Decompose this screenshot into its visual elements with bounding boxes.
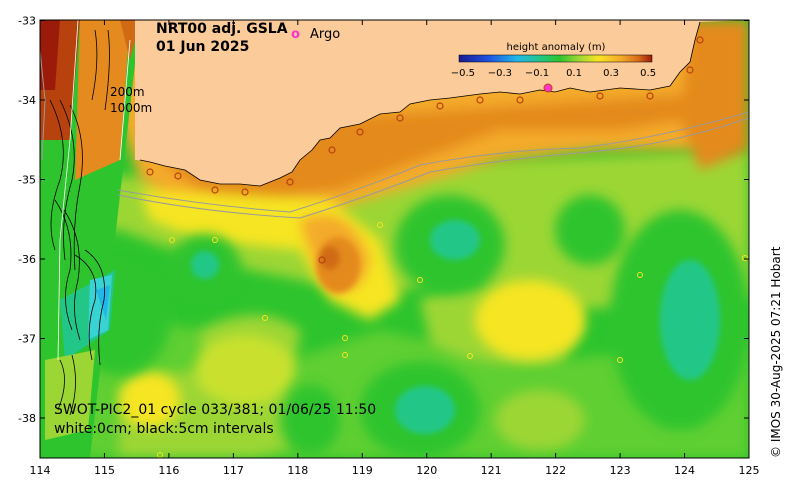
map-title-line1: NRT00 adj. GSLA: [156, 21, 288, 37]
colorbar-tick-label: −0.5: [451, 68, 475, 79]
x-tick-label: 125: [739, 464, 760, 477]
imos-credit: © IMOS 30-Aug-2025 07:21 Hobart: [769, 246, 783, 458]
y-tick-label: -34: [18, 94, 36, 107]
x-tick-label: 118: [287, 464, 308, 477]
argo-legend-label: Argo: [310, 27, 340, 42]
x-tick-label: 116: [158, 464, 179, 477]
colorbar-title: height anomaly (m): [507, 42, 606, 53]
x-tick-label: 115: [94, 464, 115, 477]
x-tick-label: 114: [30, 464, 51, 477]
y-tick-label: -37: [18, 333, 36, 346]
coastline: [139, 21, 701, 187]
isobath-label-1000m: 1000m: [110, 101, 152, 115]
colorbar-ramp: [458, 54, 653, 63]
observation-markers: [146, 36, 704, 264]
colorbar-tick-label: 0.3: [603, 68, 619, 79]
swot-swath: [40, 20, 140, 458]
x-tick-label: 122: [545, 464, 566, 477]
x-tick-label: 120: [416, 464, 437, 477]
x-tick-label: 124: [674, 464, 695, 477]
x-tick-label: 119: [352, 464, 373, 477]
colorbar: height anomaly (m) −0.5 −0.3 −0.1 0.1 0.3 0.5: [451, 42, 656, 79]
sea-level-anomaly-field: [40, 20, 749, 458]
y-tick-label: -36: [18, 253, 36, 266]
argo-float-marker: [543, 83, 553, 93]
isobath-label-200m: 200m: [110, 85, 145, 99]
x-tick-label: 123: [610, 464, 631, 477]
swot-caption-line2: white:0cm; black:5cm intervals: [54, 421, 274, 437]
colorbar-tick-label: 0.5: [640, 68, 656, 79]
x-tick-label: 117: [223, 464, 244, 477]
colorbar-tick-label: 0.1: [566, 68, 582, 79]
plot-frame: [39, 19, 750, 459]
argo-legend-icon: o: [291, 27, 300, 42]
map-title-line2: 01 Jun 2025: [156, 39, 249, 55]
x-axis: 114 115 116 117 118 119 120 121 122 123 124 125: [30, 20, 760, 477]
x-tick-label: 121: [481, 464, 502, 477]
y-axis: -33 -34 -35 -36 -37 -38: [18, 15, 749, 425]
swot-caption-line1: SWOT-PIC2_01 cycle 033/381; 01/06/25 11:…: [54, 402, 376, 418]
y-tick-label: -35: [18, 174, 36, 187]
y-tick-label: -33: [18, 15, 36, 28]
colorbar-tick-label: −0.3: [488, 68, 512, 79]
y-tick-label: -38: [18, 412, 36, 425]
colorbar-tick-label: −0.1: [525, 68, 549, 79]
